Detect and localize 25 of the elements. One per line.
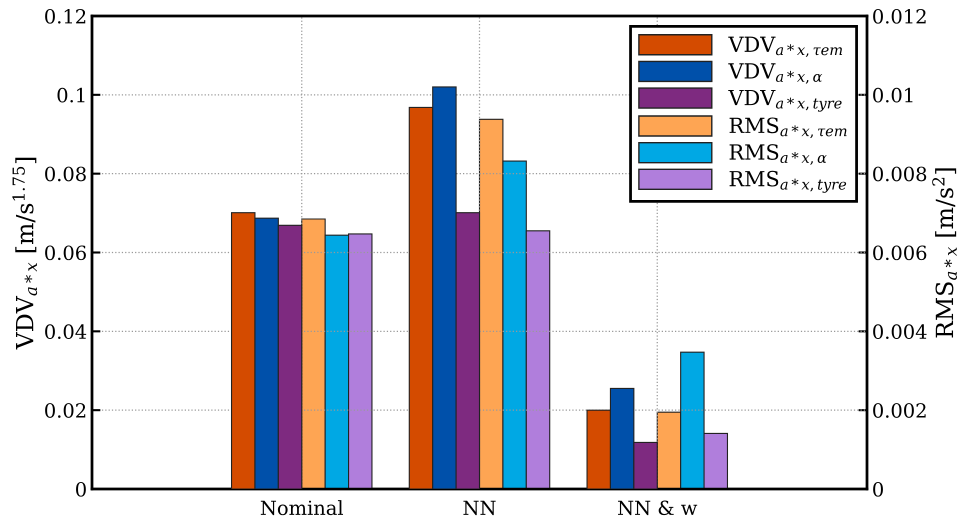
y2-tick-label: 0.012 [873, 8, 926, 24]
y2-tick-label: 0 [873, 482, 883, 497]
y-tick-label: 0.1 [58, 88, 84, 102]
x-tick-label: Nominal [260, 500, 344, 516]
y2-tick-label: 0.008 [873, 166, 926, 182]
x-tick-label: NN & w [618, 500, 698, 516]
x-tick-label: NN [463, 500, 496, 516]
y2-tick-label: 0.01 [873, 88, 912, 102]
legend-label: VDV$_{a*x,α}$ [728, 63, 822, 84]
y-tick-label: 0.08 [45, 166, 86, 182]
y2-tick-label: 0.002 [873, 403, 926, 418]
y2-tick-label: 0.004 [873, 324, 927, 339]
y2-axis-title: RMS$_{a*x}$ [m/s$^{2}$] [932, 168, 957, 338]
legend-label: RMS$_{a*x,α}$ [730, 144, 827, 165]
y-tick-label: 0.02 [45, 403, 86, 418]
legend-label: VDV$_{a*x,τem}$ [728, 36, 842, 58]
y-tick-label: 0.12 [45, 8, 86, 24]
y-tick-label: 0 [76, 482, 86, 497]
legend-label: RMS$_{a*x,τem}$ [730, 117, 847, 138]
y-tick-label: 0.04 [45, 324, 86, 339]
y2-tick-label: 0.006 [873, 245, 926, 260]
legend-label: RMS$_{a*x,tyre}$ [730, 170, 846, 193]
y-axis-title: VDV$_{a*x}$ [m/s$^{1.75}$] [12, 158, 38, 350]
legend-label: VDV$_{a*x,tyre}$ [728, 90, 842, 112]
y-tick-label: 0.06 [45, 245, 86, 260]
